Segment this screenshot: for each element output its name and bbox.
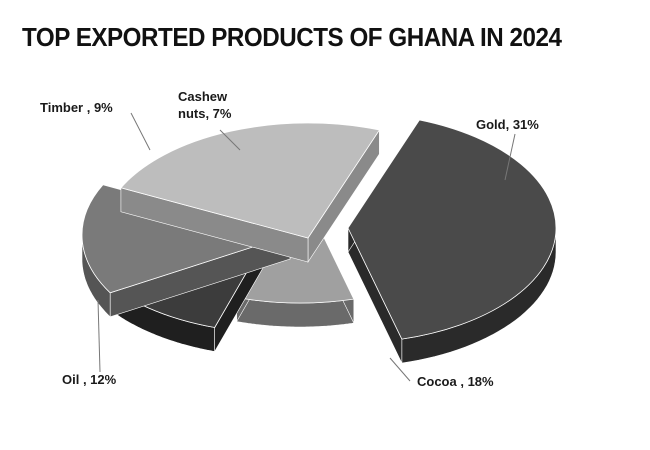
leader-line-oil [97, 299, 101, 373]
label-leader-lines [97, 112, 516, 382]
data-label-timber: Timber , 9% [40, 100, 113, 115]
data-label-gold: Gold, 31% [476, 117, 539, 132]
leader-line-cocoa [389, 357, 411, 382]
data-label-cashew-nuts: Cashew nuts, 7% [178, 89, 232, 121]
leader-line-cashew-nuts [219, 129, 241, 151]
slice-top-gold [347, 119, 557, 340]
leader-line-gold [504, 133, 516, 181]
pie-slice-cocoa [120, 122, 381, 263]
data-label-cocoa: Cocoa , 18% [417, 374, 494, 389]
pie-slices [81, 118, 557, 364]
pie-slice-gold [347, 118, 557, 364]
slice-top-cocoa [120, 122, 381, 239]
chart-title: TOP EXPORTED PRODUCTS OF GHANA IN 2024 [22, 22, 562, 52]
leader-line-timber [130, 112, 151, 151]
data-label-oil: Oil , 12% [62, 372, 117, 387]
